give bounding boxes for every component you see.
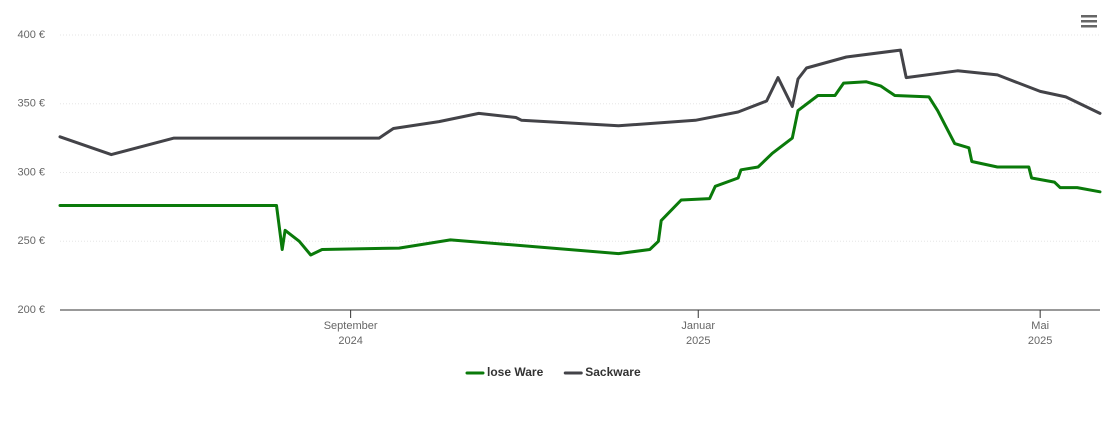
line	[58, 80, 1102, 257]
legend-label: Sackware	[585, 365, 641, 379]
menu-bar	[1081, 15, 1097, 18]
legend-label: lose Ware	[487, 365, 544, 379]
y-tick-label: 350 €	[17, 98, 45, 110]
menu-bar	[1081, 25, 1097, 28]
legend-item[interactable]: lose Ware	[465, 365, 544, 379]
line	[58, 48, 1102, 157]
menu-button[interactable]	[1081, 15, 1097, 28]
legend-item[interactable]: Sackware	[563, 365, 641, 379]
x-tick-label: Mai	[1031, 320, 1049, 332]
y-tick-label: 250 €	[17, 235, 45, 247]
y-tick-label: 300 €	[17, 166, 45, 178]
menu-bar	[1081, 20, 1097, 23]
x-tick-label: September	[324, 320, 378, 332]
legend: lose Ware Sackware	[465, 365, 641, 379]
x-tick-label: 2025	[1028, 335, 1052, 347]
y-tick-label: 200 €	[17, 304, 45, 316]
x-tick-label: Januar	[681, 320, 715, 332]
x-tick-label: 2024	[338, 335, 362, 347]
x-tick-label: 2025	[686, 335, 710, 347]
y-tick-label: 400 €	[17, 29, 45, 41]
